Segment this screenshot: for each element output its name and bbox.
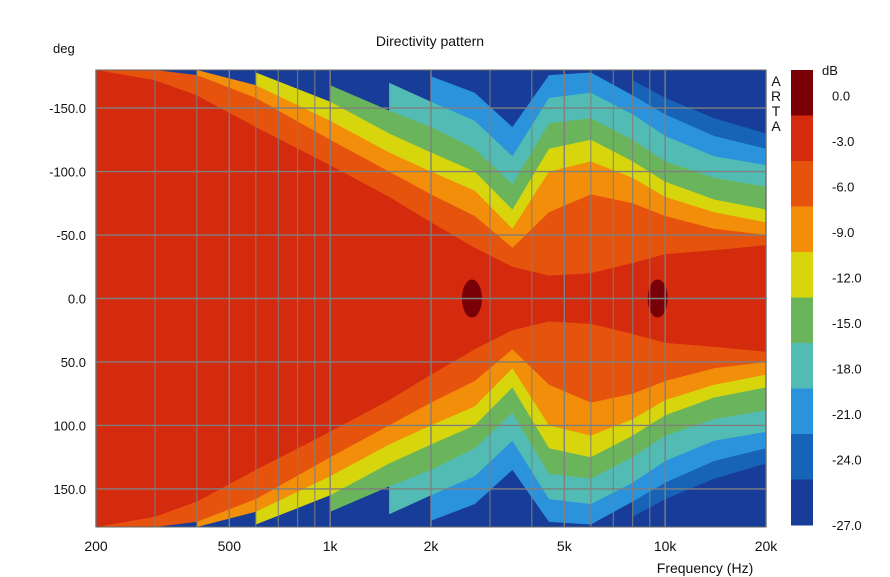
- y-axis-label: deg: [53, 41, 75, 56]
- plot-grid: [95, 70, 767, 527]
- y-tick-label: 150.0: [53, 482, 86, 497]
- colorbar-block: [791, 70, 813, 116]
- y-tick-label: -50.0: [56, 228, 86, 243]
- colorbar-block: [791, 479, 813, 526]
- x-tick-label: 10k: [654, 538, 678, 554]
- colorbar-level-label: -3.0: [832, 134, 854, 149]
- x-tick-labels: 200 500 1k 2k 5k 10k 20k: [84, 538, 778, 554]
- colorbar-unit-label: dB: [822, 63, 838, 78]
- colorbar-level-label: -24.0: [832, 453, 862, 468]
- colorbar-level-label: -15.0: [832, 316, 862, 331]
- colorbar-block: [791, 161, 813, 207]
- colorbar-block: [791, 252, 813, 298]
- colorbar-level-label: -6.0: [832, 180, 854, 195]
- x-axis-label: Frequency (Hz): [657, 560, 753, 576]
- colorbar-block: [791, 297, 813, 344]
- colorbar-block: [791, 388, 813, 435]
- colorbar: 0.0 -3.0 -6.0 -9.0 -12.0 -15.0 -18.0 -21.0 -24.0…: [791, 70, 862, 533]
- x-tick-label: 20k: [755, 538, 779, 554]
- colorbar-level-label: -21.0: [832, 407, 862, 422]
- y-tick-label: -100.0: [49, 165, 86, 180]
- watermark-letter: A: [771, 118, 781, 134]
- x-tick-label: 2k: [424, 538, 440, 554]
- chart-title: Directivity pattern: [376, 33, 484, 49]
- y-tick-label: 0.0: [68, 292, 86, 307]
- x-tick-label: 500: [218, 538, 242, 554]
- x-tick-label: 200: [84, 538, 108, 554]
- y-tick-label: 50.0: [61, 355, 86, 370]
- colorbar-level-label: 0.0: [832, 89, 850, 104]
- colorbar-block: [791, 206, 813, 253]
- colorbar-block: [791, 434, 813, 480]
- colorbar-level-label: -27.0: [832, 518, 862, 533]
- colorbar-level-label: -9.0: [832, 225, 854, 240]
- watermark-letter: R: [771, 88, 781, 104]
- watermark-letter: T: [772, 103, 781, 119]
- y-tick-labels: -150.0 -100.0 -50.0 0.0 50.0 100.0 150.0: [49, 101, 86, 497]
- colorbar-level-label: -12.0: [832, 271, 862, 286]
- plot-frame: [95, 69, 767, 528]
- x-tick-label: 5k: [557, 538, 573, 554]
- y-tick-label: 100.0: [53, 418, 86, 433]
- colorbar-block: [791, 343, 813, 389]
- colorbar-block: [791, 115, 813, 162]
- y-tick-label: -150.0: [49, 101, 86, 116]
- watermark-letter: A: [771, 73, 781, 89]
- colorbar-level-label: -18.0: [832, 362, 862, 377]
- x-tick-label: 1k: [323, 538, 339, 554]
